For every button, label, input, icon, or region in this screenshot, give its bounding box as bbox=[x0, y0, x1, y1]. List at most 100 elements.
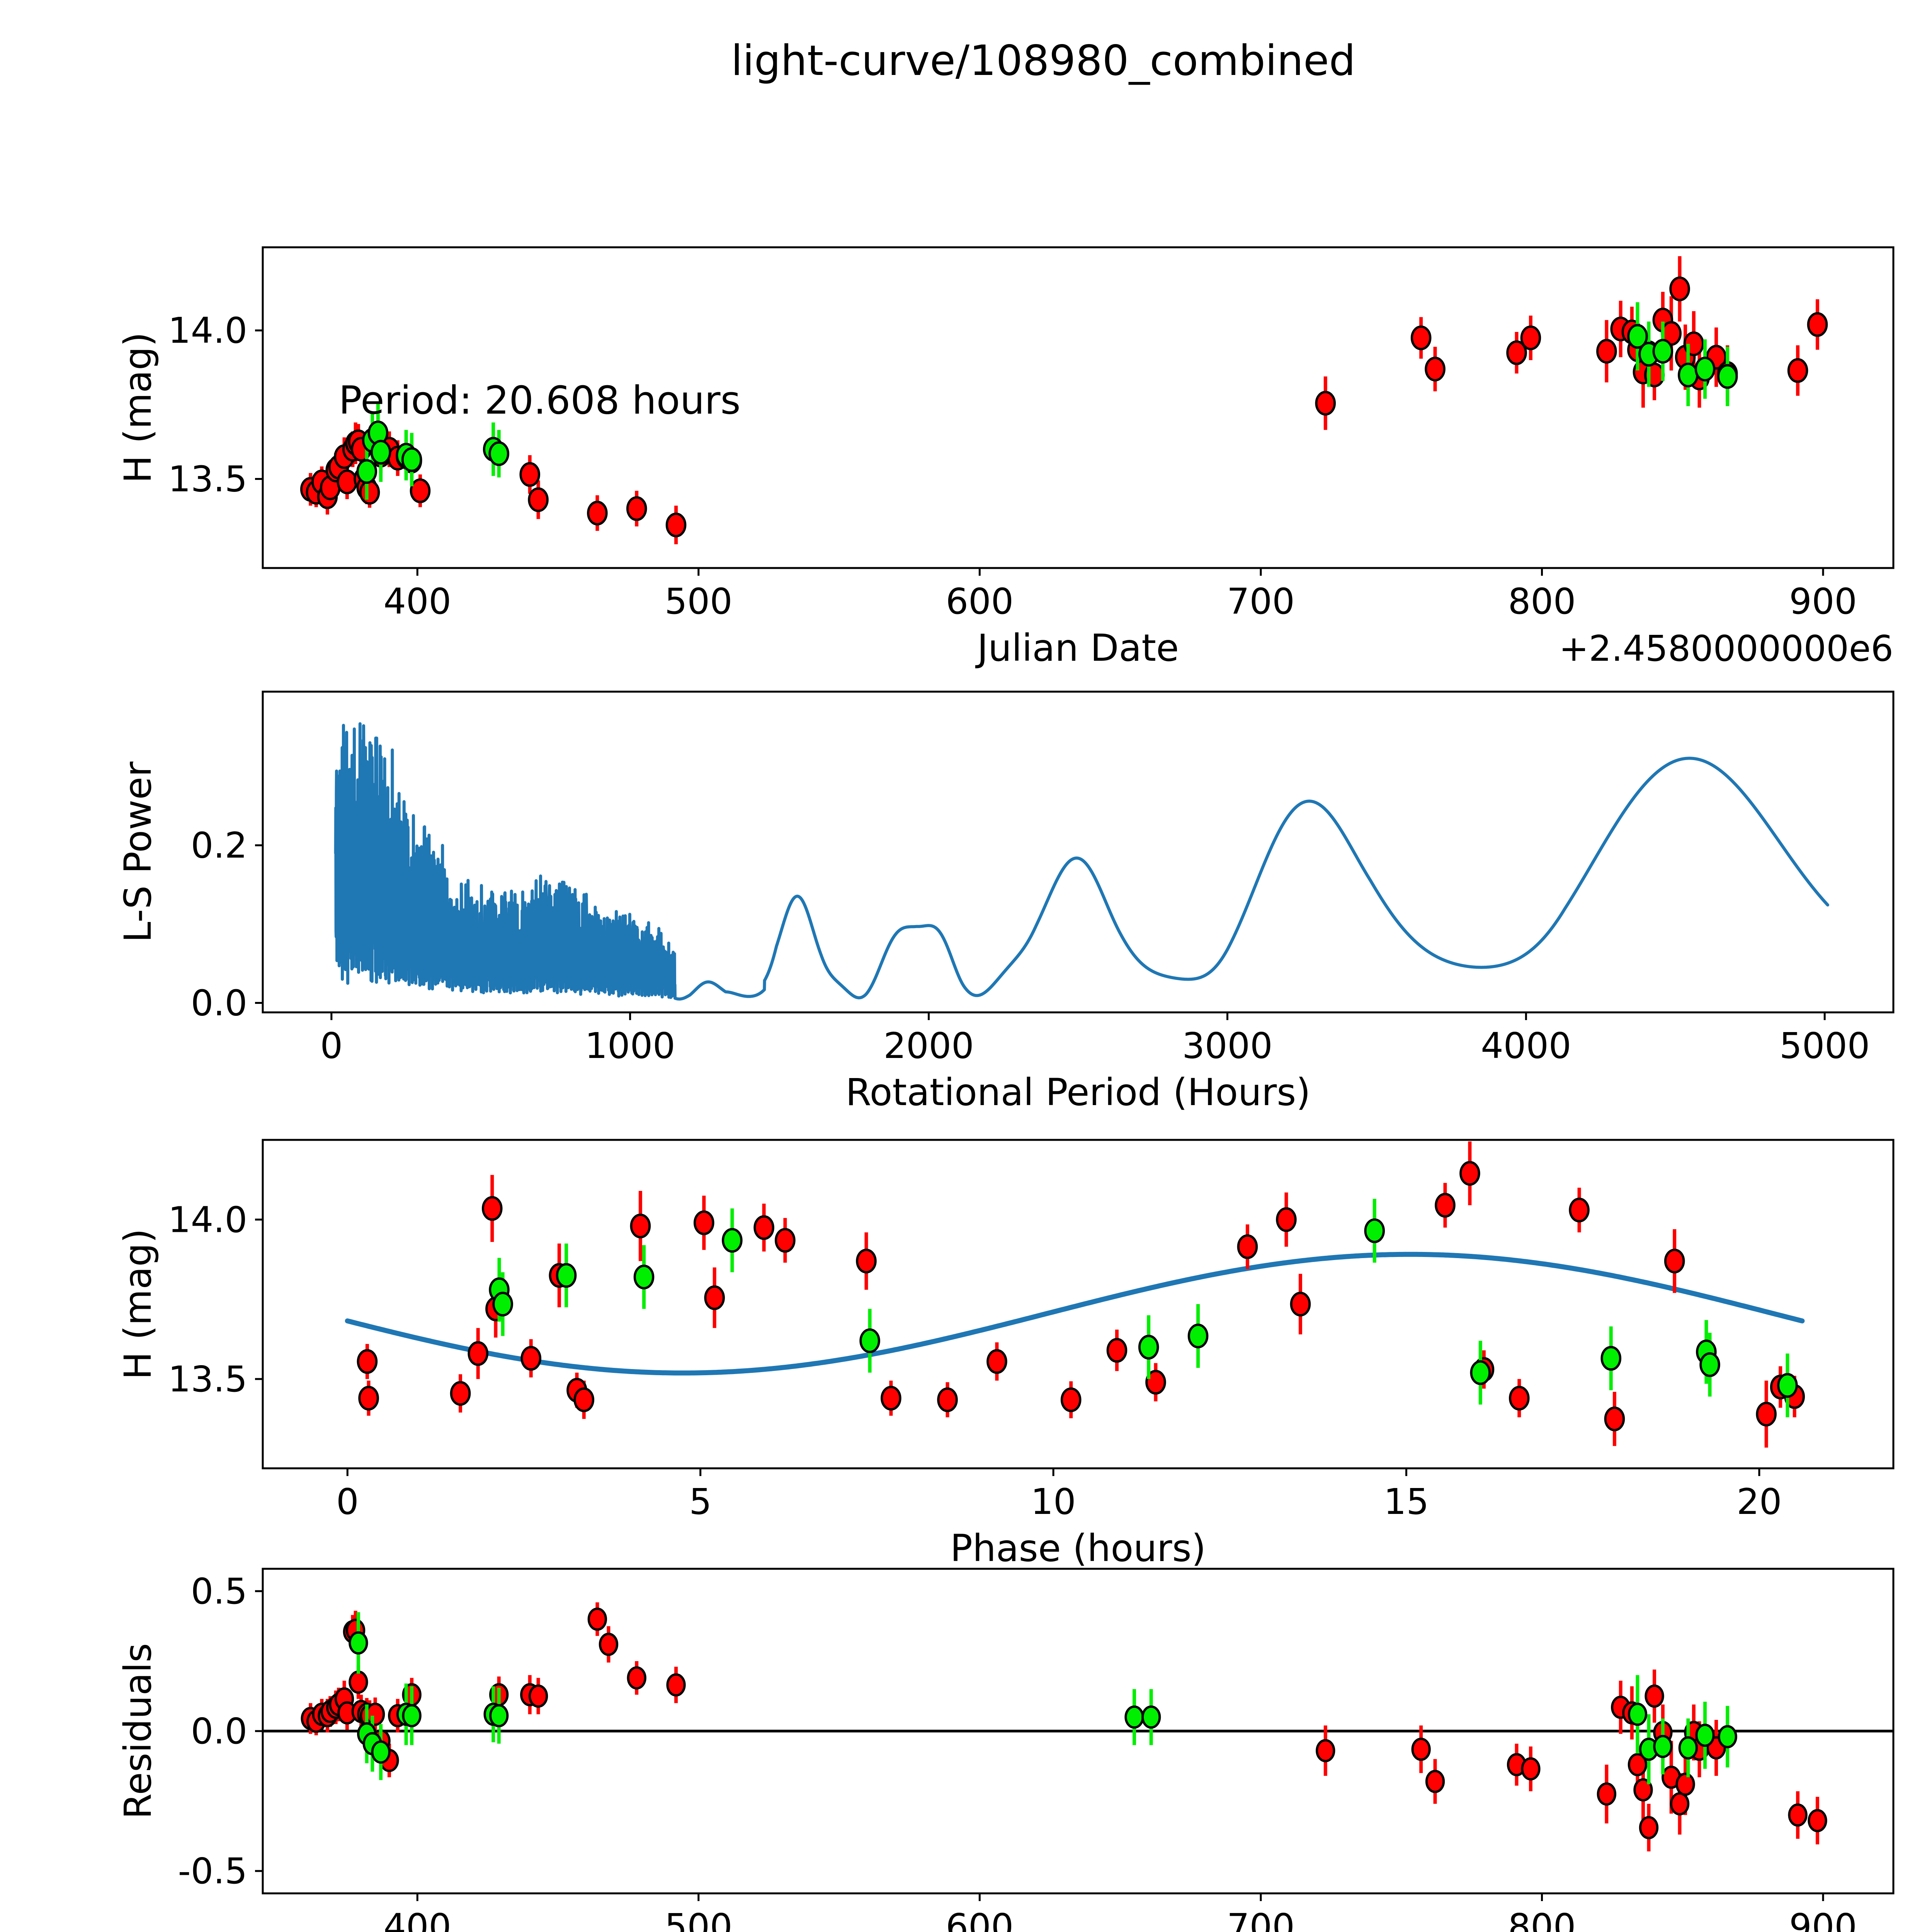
data-point bbox=[665, 512, 687, 537]
data-point bbox=[587, 1607, 607, 1631]
periodogram-plot: 0 1000 2000 3000 4000 5000 0.0 0.2 Rotational Pe… bbox=[116, 690, 1895, 1114]
data-point bbox=[856, 1248, 877, 1274]
data-point bbox=[775, 1228, 796, 1253]
data-point bbox=[1718, 1725, 1737, 1748]
data-point bbox=[722, 1228, 743, 1253]
series-red-band bbox=[301, 1602, 1827, 1852]
data-points-group bbox=[300, 256, 1828, 544]
data-point bbox=[1106, 1338, 1128, 1363]
data-point bbox=[357, 1349, 378, 1374]
data-point bbox=[1633, 1778, 1653, 1802]
data-point bbox=[1628, 1702, 1648, 1726]
data-point bbox=[1141, 1705, 1161, 1729]
svg-text:0: 0 bbox=[336, 1481, 359, 1522]
data-point bbox=[488, 441, 509, 466]
data-point bbox=[528, 1684, 548, 1708]
data-points-group bbox=[301, 1602, 1827, 1852]
data-point bbox=[693, 1210, 714, 1235]
data-point bbox=[365, 1702, 385, 1726]
data-point bbox=[1410, 325, 1432, 350]
x-axis-label: Julian Date bbox=[975, 626, 1179, 670]
data-point bbox=[1652, 338, 1673, 364]
data-point bbox=[1664, 1248, 1685, 1274]
data-point bbox=[1699, 1352, 1720, 1377]
svg-text:4000: 4000 bbox=[1481, 1025, 1571, 1066]
data-point bbox=[450, 1381, 471, 1406]
data-point bbox=[1596, 338, 1617, 364]
series-green-band bbox=[349, 1612, 1737, 1784]
svg-text:800: 800 bbox=[1508, 1906, 1576, 1932]
svg-text:800: 800 bbox=[1508, 581, 1576, 622]
data-point bbox=[1138, 1335, 1159, 1360]
x-axis-ticks: 0 1000 2000 3000 4000 5000 bbox=[320, 1012, 1870, 1066]
data-point bbox=[1756, 1401, 1777, 1427]
data-point bbox=[492, 1292, 513, 1316]
data-point bbox=[356, 459, 377, 484]
data-point bbox=[410, 478, 431, 503]
data-point bbox=[370, 440, 391, 465]
svg-text:-0.5: -0.5 bbox=[178, 1850, 247, 1892]
svg-text:14.0: 14.0 bbox=[168, 1199, 247, 1240]
data-point bbox=[481, 1196, 503, 1221]
svg-text:0: 0 bbox=[320, 1025, 343, 1066]
data-point bbox=[1678, 362, 1699, 388]
data-point bbox=[1520, 325, 1541, 350]
data-point bbox=[1124, 1705, 1144, 1729]
data-point bbox=[1145, 1370, 1166, 1395]
y-axis-label: H (mag) bbox=[116, 1229, 160, 1380]
y-axis-ticks: 0.0 0.2 bbox=[191, 825, 263, 1024]
svg-text:5000: 5000 bbox=[1779, 1025, 1870, 1066]
svg-text:900: 900 bbox=[1789, 581, 1857, 622]
data-point bbox=[573, 1387, 594, 1412]
data-point bbox=[1645, 1684, 1664, 1708]
data-point bbox=[1509, 1386, 1530, 1411]
data-point bbox=[1807, 312, 1828, 337]
x-axis-label: Phase (hours) bbox=[950, 1527, 1206, 1570]
data-point bbox=[556, 1263, 577, 1288]
data-point bbox=[666, 1673, 686, 1697]
x-axis-label: Rotational Period (Hours) bbox=[845, 1071, 1311, 1114]
y-axis-label: H (mag) bbox=[116, 332, 160, 483]
plot-frame bbox=[262, 246, 1895, 569]
panel-phase-folded: 0 5 10 15 20 13.5 14.0 Phase (hours) H (mag) bbox=[0, 1113, 1932, 1570]
data-point bbox=[1315, 391, 1336, 416]
data-point bbox=[1600, 1346, 1622, 1371]
data-point bbox=[1604, 1406, 1625, 1432]
axes: 0 5 10 15 20 13.5 14.0 Phase (hours) H (mag) bbox=[116, 1139, 1895, 1570]
data-point bbox=[753, 1215, 774, 1240]
data-point bbox=[859, 1328, 880, 1353]
sinusoid-fit-curve bbox=[345, 1252, 1805, 1376]
data-point bbox=[1290, 1292, 1311, 1316]
data-point bbox=[1808, 1809, 1827, 1832]
x-axis-ticks: 400 500 600 700 800 900 bbox=[383, 568, 1857, 622]
data-point bbox=[1060, 1387, 1082, 1412]
svg-text:500: 500 bbox=[665, 1906, 733, 1932]
data-point bbox=[881, 1386, 901, 1411]
data-point bbox=[402, 1704, 422, 1728]
svg-text:0.0: 0.0 bbox=[191, 983, 247, 1024]
data-point bbox=[358, 1386, 379, 1411]
panel-periodogram: 0 1000 2000 3000 4000 5000 0.0 0.2 Rotational Pe… bbox=[0, 665, 1932, 1114]
data-point bbox=[1787, 358, 1808, 383]
data-point bbox=[1678, 1736, 1698, 1760]
data-point bbox=[359, 480, 380, 505]
data-point bbox=[349, 1670, 368, 1694]
data-point bbox=[1506, 340, 1527, 365]
data-point bbox=[528, 487, 549, 512]
data-point bbox=[1521, 1757, 1541, 1781]
data-point bbox=[1695, 1723, 1715, 1747]
svg-text:400: 400 bbox=[383, 581, 451, 622]
phase-folded-plot: 0 5 10 15 20 13.5 14.0 Phase (hours) H (mag) bbox=[116, 1139, 1895, 1570]
y-axis-label: Residuals bbox=[116, 1643, 160, 1819]
data-point bbox=[520, 1346, 541, 1371]
data-point bbox=[587, 500, 608, 526]
data-point bbox=[986, 1349, 1007, 1374]
svg-text:2000: 2000 bbox=[883, 1025, 974, 1066]
data-point bbox=[1187, 1323, 1209, 1349]
data-point bbox=[1669, 276, 1690, 301]
data-point bbox=[627, 1666, 646, 1690]
data-point bbox=[1639, 1816, 1659, 1839]
svg-text:20: 20 bbox=[1736, 1481, 1782, 1522]
